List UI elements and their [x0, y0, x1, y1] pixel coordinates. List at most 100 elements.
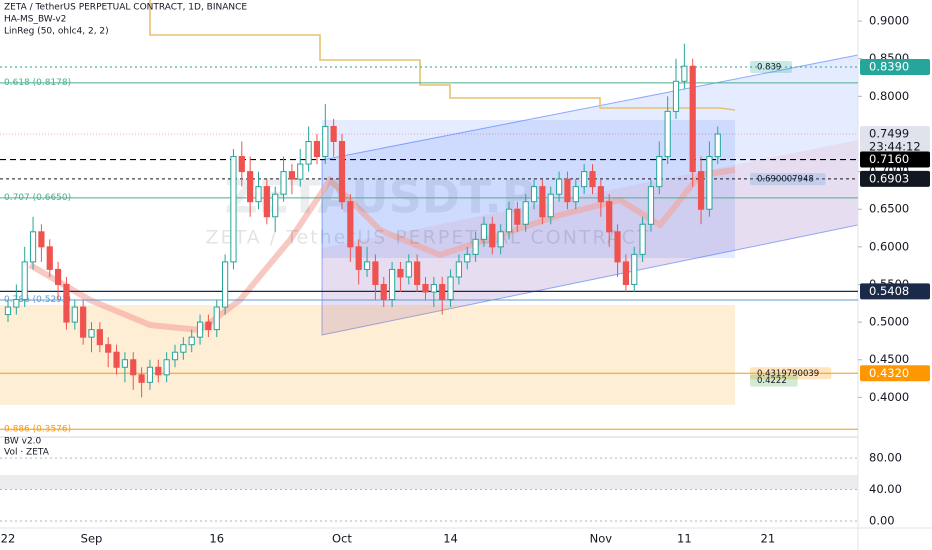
fib-label: 0.886 (0.3576) — [4, 424, 71, 434]
chart-title: ZETA / TetherUS PERPETUAL CONTRACT, 1D, … — [4, 3, 247, 13]
candle-body — [355, 246, 362, 270]
candle-body — [105, 344, 112, 353]
candle-body — [430, 283, 437, 293]
candle-body — [706, 156, 713, 210]
candle-body — [288, 171, 295, 180]
candle-body — [622, 261, 629, 285]
candle-body — [581, 171, 588, 188]
candle-body — [263, 186, 270, 218]
candle-body — [313, 140, 321, 158]
candle-body — [322, 125, 329, 158]
price-badge — [860, 170, 930, 187]
annotation-box — [750, 60, 792, 73]
candle-body — [556, 178, 563, 195]
candle-body — [138, 374, 145, 383]
annotation-box — [750, 173, 826, 186]
pane-label: BW v2.0 — [4, 437, 42, 447]
candle-body — [247, 171, 254, 203]
candle-body — [272, 193, 279, 218]
candle-body — [572, 186, 579, 203]
countdown-label: 23:44:12 — [869, 140, 921, 154]
annotation-label: 0.4319790039 — [757, 369, 819, 379]
candle-body — [631, 253, 638, 285]
osc-tick-label: 40.00 — [869, 482, 902, 496]
price-badge-label: 0.4320 — [869, 366, 909, 380]
candle-body — [447, 276, 454, 301]
annotation-box — [750, 367, 832, 380]
candle-body — [514, 208, 521, 225]
fib-label: 0.618 (0.8178) — [4, 78, 71, 88]
y-tick-label: 0.8000 — [869, 89, 909, 103]
candle-body — [188, 336, 195, 346]
candle-body — [305, 140, 312, 165]
candle-body — [171, 351, 179, 361]
candle-body — [589, 171, 596, 188]
candle-body — [196, 321, 204, 338]
moving-average-ribbon — [28, 167, 736, 334]
candle-body — [530, 186, 538, 203]
candle-body — [130, 359, 137, 376]
candle-body — [338, 140, 346, 203]
price-badge-label: 0.5408 — [869, 284, 909, 298]
x-tick-label: 21 — [761, 532, 776, 546]
candle-body — [664, 110, 671, 158]
candle-body — [163, 359, 170, 376]
fib-label: 0.707 (0.6650) — [4, 193, 71, 203]
candle-body — [55, 268, 62, 285]
candle-body — [238, 156, 245, 173]
price-badge — [860, 58, 930, 75]
price-badge — [860, 126, 930, 155]
price-badge-label: 0.7499 — [869, 127, 909, 141]
indicator-label: LinReg (50, ohlc4, 2, 2) — [4, 27, 109, 37]
annotation-label: 0.839 — [757, 62, 781, 72]
candle-body — [405, 261, 412, 278]
candle-body — [414, 261, 421, 285]
price-badge-label: 0.7160 — [869, 152, 909, 166]
chart-layer: ZETAUSDT.P ZETA / TetherUS PERPETUAL CONT… — [0, 14, 930, 546]
candle-body — [88, 329, 95, 338]
indicator-label: HA-MS_BW-v2 — [4, 15, 66, 25]
candle-body — [522, 201, 529, 225]
candle-body — [13, 299, 20, 308]
trailing-stop-line — [149, 0, 736, 111]
candle-body — [29, 231, 37, 263]
candle-body — [480, 223, 488, 240]
y-tick-label: 0.6500 — [869, 202, 909, 216]
candle-body — [180, 344, 187, 353]
candle-body — [146, 366, 154, 383]
candle-body — [330, 125, 337, 142]
candle-body — [505, 208, 513, 233]
price-badge — [860, 283, 930, 300]
price-badge — [860, 365, 930, 382]
candle-body — [472, 238, 479, 255]
x-tick-label: 16 — [209, 532, 224, 546]
candle-body — [96, 329, 103, 346]
candle-body — [255, 186, 262, 203]
osc-tick-label: 0.00 — [869, 513, 895, 527]
candle-body — [547, 193, 554, 218]
candle-body — [297, 163, 304, 180]
candle-body — [455, 261, 462, 278]
candle-body — [647, 186, 655, 225]
candle-body — [80, 306, 87, 338]
candle-body — [656, 156, 663, 188]
candle-body — [380, 283, 387, 301]
y-tick-label: 0.6000 — [869, 239, 909, 253]
y-tick-label: 0.4000 — [869, 390, 909, 404]
candle-body — [222, 261, 229, 308]
candle-body — [213, 306, 220, 331]
candle-body — [363, 261, 371, 270]
candle-body — [714, 133, 721, 158]
candle-body — [347, 201, 354, 248]
candle-body — [372, 261, 379, 285]
x-tick-label: 14 — [443, 532, 458, 546]
candle-body — [606, 201, 613, 233]
price-badge-label: 0.8390 — [869, 59, 909, 73]
candle-body — [539, 186, 546, 218]
x-tick-label: 22 — [1, 532, 16, 546]
watermark: ZETAUSDT.P — [224, 170, 535, 224]
candle-body — [639, 223, 646, 255]
candle-body — [280, 171, 287, 195]
candle-body — [46, 246, 53, 270]
demand-box — [0, 305, 735, 405]
